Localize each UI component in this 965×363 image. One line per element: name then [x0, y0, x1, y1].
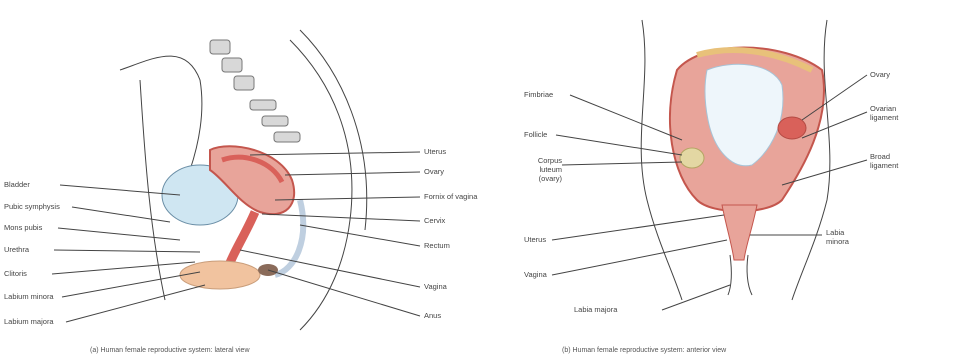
label-broad-ligament: Broad ligament — [870, 152, 899, 170]
panel-anterior-view: Fimbriae Follicle Corpus luteum (ovary) … — [482, 0, 965, 363]
uterus-interior-shape — [704, 63, 784, 167]
label-labia-majora: Labia majora — [574, 305, 618, 314]
caption-anterior-view: (b) Human female reproductive system: an… — [562, 347, 727, 354]
label-corpus-luteum: Corpus luteum (ovary) — [537, 156, 562, 183]
label-pubic-symphysis: Pubic symphysis — [4, 202, 60, 211]
label-follicle: Follicle — [524, 130, 548, 139]
leader-line-bottom-b — [661, 284, 731, 311]
back-body-line — [289, 39, 353, 331]
label-ovarian-ligament: Ovarian ligament — [870, 104, 899, 122]
anterior-view-illustration — [551, 19, 868, 311]
label-labium-minora: Labium minora — [4, 292, 54, 301]
label-fimbriae: Fimbriae — [524, 90, 554, 99]
label-vagina-b: Vagina — [524, 270, 547, 279]
label-uterus: Uterus — [424, 147, 447, 156]
leader-lines-left-b — [551, 94, 728, 276]
label-ovary-b: Ovary — [870, 70, 891, 79]
labia-shape — [727, 254, 753, 296]
label-bladder: Bladder — [4, 180, 30, 189]
spine-vertebrae — [209, 39, 301, 143]
vulva-shape — [179, 260, 261, 290]
label-cervix: Cervix — [424, 216, 446, 225]
ovary-right-shape — [777, 116, 807, 140]
label-urethra: Urethra — [4, 245, 30, 254]
label-uterus-b: Uterus — [524, 235, 547, 244]
body-outline-left — [640, 19, 683, 301]
body-outline-right — [791, 19, 831, 301]
uterus-shape — [209, 145, 296, 216]
cervix-vagina-shape — [721, 204, 758, 261]
label-labium-majora: Labium majora — [4, 317, 54, 326]
panel-lateral-view: Bladder Pubic symphysis Mons pubis Ureth… — [0, 0, 480, 363]
label-labia-minora: Labia minora — [826, 228, 849, 246]
label-anus: Anus — [424, 311, 442, 320]
label-rectum: Rectum — [424, 241, 450, 250]
caption-lateral-view: (a) Human female reproductive system: la… — [90, 347, 250, 354]
lateral-view-illustration — [51, 29, 421, 331]
leader-lines-left — [51, 184, 206, 323]
ovary-left-shape — [679, 147, 705, 169]
label-fornix: Fornix of vagina — [424, 192, 478, 201]
abdomen-outline — [119, 55, 203, 171]
vagina-shape — [223, 210, 260, 270]
leader-lines-right — [239, 151, 421, 317]
label-vagina: Vagina — [424, 282, 447, 291]
label-mons-pubis: Mons pubis — [4, 223, 43, 232]
label-clitoris: Clitoris — [4, 269, 27, 278]
leader-lines-right-b — [750, 74, 868, 236]
rectum-shape — [273, 199, 307, 278]
front-body-line — [139, 79, 166, 301]
broad-ligament-shape — [696, 47, 814, 73]
back-body-line-outer — [299, 29, 368, 231]
label-ovary: Ovary — [424, 167, 445, 176]
